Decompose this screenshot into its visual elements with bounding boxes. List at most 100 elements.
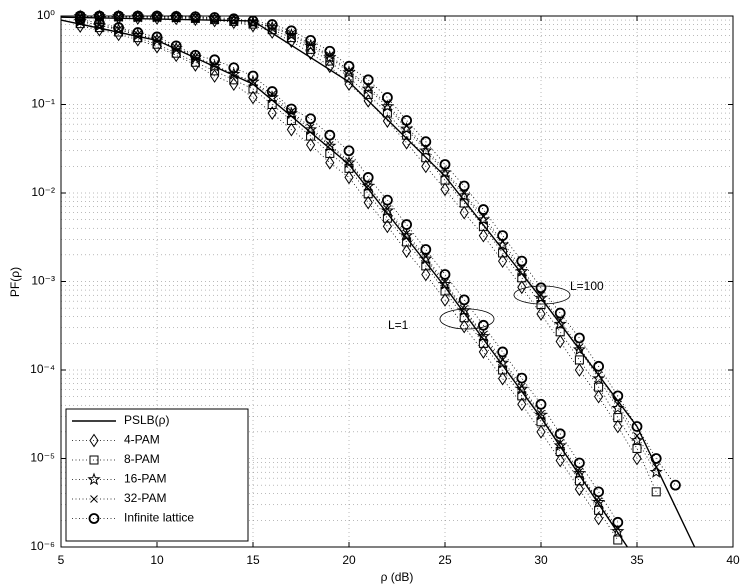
marker-circle [401,115,413,126]
marker-diamond [632,451,642,466]
y-tick-label: 10⁻³ [31,274,55,288]
marker-star [592,495,606,508]
marker-square [459,198,469,208]
marker-star [572,342,586,356]
marker-star [227,67,241,80]
marker-cross [537,291,545,300]
marker-cross [287,29,296,38]
marker-diamond [478,228,489,243]
marker-star [323,139,337,152]
marker-circle [170,40,182,52]
marker-diamond [497,371,508,386]
legend-label: 16-PAM [124,472,166,486]
marker-circle [420,244,432,255]
marker-square [382,213,392,223]
marker-square [498,248,508,258]
marker-star [323,50,337,64]
x-tick-label: 20 [342,553,356,567]
marker-star [592,371,606,385]
marker-diamond [363,195,373,210]
y-axis-label: PF(ρ) [8,267,22,297]
marker-star [515,264,529,278]
marker-diamond [248,90,258,105]
x-tick-label: 30 [534,553,548,567]
marker-square [286,115,296,125]
marker-circle [574,332,585,344]
marker-star [611,401,625,414]
marker-diamond [421,159,431,174]
marker-diamond [478,345,489,359]
marker-diamond [401,135,412,150]
marker-circle [631,421,643,432]
y-tick-label: 10⁻² [31,185,55,199]
marker-cross [594,371,603,379]
marker-diamond [171,48,181,63]
marker-diamond [382,219,393,234]
marker-star [208,59,222,72]
marker-circle [554,428,566,440]
marker-square [248,84,258,94]
x-tick-label: 40 [726,553,740,567]
marker-square [574,355,584,365]
marker-square [267,25,277,35]
marker-diamond [286,122,297,137]
marker-star [496,356,510,369]
legend-box [65,408,249,542]
marker-circle [593,360,604,372]
marker-cross [517,264,526,273]
marker-square [440,175,450,185]
marker-cross [537,409,545,418]
marker-star [400,228,414,242]
marker-square [363,189,373,199]
marker-circle [305,113,317,125]
marker-circle [458,294,470,306]
marker-star [649,465,663,478]
x-tick-label: 5 [58,553,65,567]
marker-star [380,203,394,217]
marker-star [87,472,101,486]
marker-star [380,99,394,113]
marker-circle [381,194,393,206]
marker-diamond [593,389,604,404]
marker-diamond [574,482,585,497]
marker-cross [90,495,98,503]
x-tick-label: 25 [438,553,452,567]
marker-square [133,33,143,43]
marker-square [594,505,604,515]
marker-cross [172,12,181,21]
marker-square [613,535,623,545]
marker-circle [247,70,259,82]
marker-square [613,413,623,423]
marker-cross [402,229,411,238]
y-tick-label: 10⁻¹ [31,97,55,111]
marker-diamond [459,205,469,220]
marker-circle [266,19,278,30]
marker-square [89,455,99,465]
marker-cross [441,278,449,287]
marker-circle [362,74,374,86]
x-tick-label: 10 [150,553,164,567]
marker-circle [266,86,278,97]
marker-circle [343,60,355,72]
marker-cross [575,343,584,352]
marker-diamond [555,453,565,468]
marker-circle [305,35,317,46]
x-tick-label: 35 [630,553,644,567]
marker-star [534,408,548,421]
series-line [80,25,599,519]
marker-circle [88,513,100,524]
marker-cross [498,356,507,364]
marker-circle [94,17,105,29]
marker-diamond [267,106,277,120]
marker-circle [113,22,124,33]
marker-diamond [344,170,354,185]
marker-circle [189,11,201,23]
marker-circle [324,129,336,141]
marker-circle [516,372,528,384]
marker-diamond [593,511,604,526]
marker-circle [189,49,201,61]
marker-circle [497,346,509,358]
marker-star [246,74,260,88]
